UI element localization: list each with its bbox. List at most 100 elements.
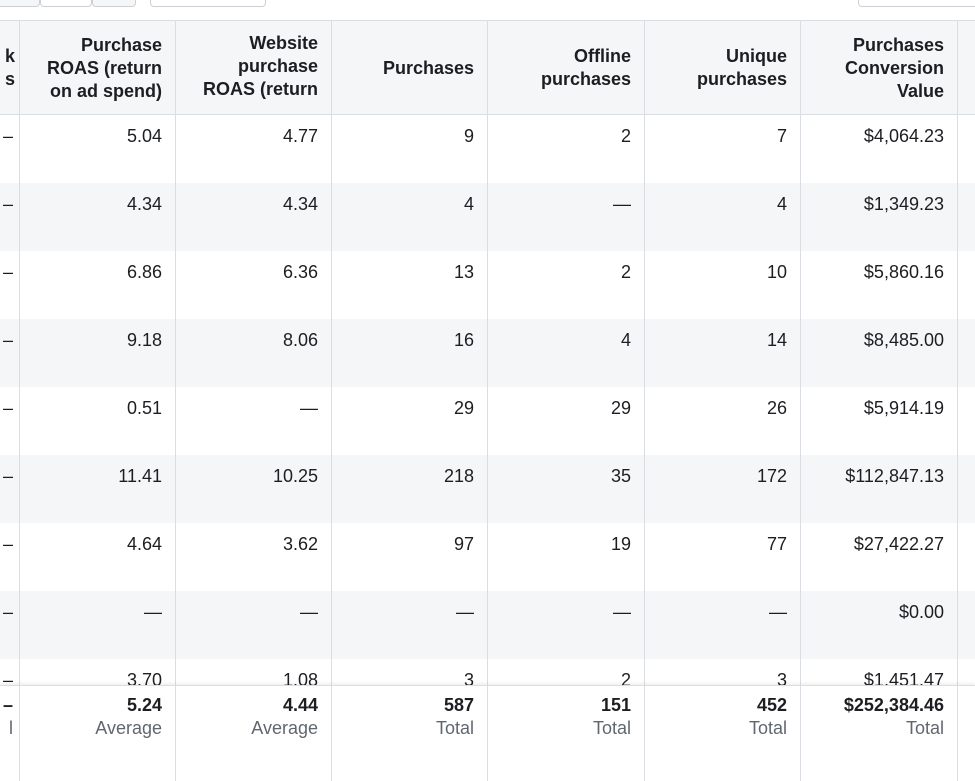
- cell-offline-purchases: —: [488, 183, 645, 251]
- footer-value: 587: [443, 695, 474, 715]
- footer-label: Average: [251, 718, 318, 738]
- cell-purchase-roas: 3.70: [20, 659, 176, 685]
- cell-website-purchase-roas: —: [176, 387, 332, 455]
- toolbar-dropdown[interactable]: [150, 0, 266, 7]
- cell-purchases-conversion-value: $4,064.23: [801, 115, 958, 183]
- cell-website-purchase-roas: 1.08: [176, 659, 332, 685]
- cell-partial: –: [0, 455, 20, 523]
- cell-partial: –: [0, 591, 20, 659]
- toolbar-button[interactable]: [40, 0, 92, 7]
- cell-next: [958, 387, 975, 455]
- cell-next: [958, 183, 975, 251]
- cell-purchase-roas: 4.64: [20, 523, 176, 591]
- cell-purchases: 13: [332, 251, 488, 319]
- footer-cell-website-purchase-roas: 4.44 Average: [176, 686, 332, 781]
- footer-cell-purchase-roas: 5.24 Average: [20, 686, 176, 781]
- cell-website-purchase-roas: —: [176, 591, 332, 659]
- cell-partial: –: [0, 659, 20, 685]
- cell-unique-purchases: 7: [645, 115, 801, 183]
- footer-cell-purchases: 587 Total: [332, 686, 488, 781]
- cell-website-purchase-roas: 10.25: [176, 455, 332, 523]
- footer-label: Total: [748, 718, 787, 738]
- cell-purchase-roas: 6.86: [20, 251, 176, 319]
- cell-website-purchase-roas: 4.77: [176, 115, 332, 183]
- cell-website-purchase-roas: 4.34: [176, 183, 332, 251]
- footer-label: Average: [95, 718, 162, 738]
- column-header-label: Website purchase ROAS (return: [202, 33, 318, 99]
- footer-label: l: [9, 718, 13, 738]
- column-header-purchases-conversion-value[interactable]: Purchases Conversion Value: [801, 21, 958, 115]
- cell-purchases: —: [332, 591, 488, 659]
- toolbar-button[interactable]: [0, 0, 40, 7]
- cell-next: [958, 115, 975, 183]
- footer-value: 5.24: [126, 695, 162, 715]
- footer-value: –: [2, 695, 13, 715]
- cell-purchases: 9: [332, 115, 488, 183]
- table-row[interactable]: –11.41 10.25 218 35 172 $112,847.13: [0, 455, 975, 523]
- table-footer-totals: – l 5.24 Average 4.44 Average 587 Total 151 Total…: [0, 685, 975, 781]
- table-body: –5.04 4.77 9 2 7 $4,064.23–4.34 4.34 4—4 $1,349.…: [0, 115, 975, 685]
- footer-value: $252,384.46: [843, 695, 944, 715]
- toolbar-dropdown[interactable]: [858, 0, 975, 7]
- cell-unique-purchases: 4: [645, 183, 801, 251]
- column-header-label: Unique purchases: [696, 46, 787, 89]
- column-header-label: Offline purchases: [540, 46, 631, 89]
- cell-offline-purchases: 2: [488, 659, 645, 685]
- column-header-label: Purchases: [382, 57, 474, 78]
- footer-cell-unique-purchases: 452 Total: [645, 686, 801, 781]
- column-header-label: k s: [4, 46, 15, 89]
- table-row[interactable]: – — — — — — $0.00: [0, 591, 975, 659]
- cell-next: [958, 455, 975, 523]
- cell-purchase-roas: —: [20, 591, 176, 659]
- cell-unique-purchases: —: [645, 591, 801, 659]
- cell-offline-purchases: —: [488, 591, 645, 659]
- table-row[interactable]: –0.51—29 29 26 $5,914.19: [0, 387, 975, 455]
- footer-cell-purchases-conversion-value: $252,384.46 Total: [801, 686, 958, 781]
- cell-offline-purchases: 19: [488, 523, 645, 591]
- column-header-purchase-roas[interactable]: Purchase ROAS (return on ad spend): [20, 21, 176, 115]
- cell-partial: –: [0, 251, 20, 319]
- table-row[interactable]: –5.04 4.77 9 2 7 $4,064.23: [0, 115, 975, 183]
- cell-partial: –: [0, 319, 20, 387]
- cell-website-purchase-roas: 3.62: [176, 523, 332, 591]
- cell-partial: –: [0, 183, 20, 251]
- column-header-website-purchase-roas[interactable]: Website purchase ROAS (return: [176, 21, 332, 115]
- column-header-next[interactable]: [958, 21, 975, 115]
- footer-value: 151: [600, 695, 631, 715]
- data-table: k s Purchase ROAS (return on ad spend) W…: [0, 20, 975, 781]
- table-row[interactable]: –4.34 4.34 4—4 $1,349.23: [0, 183, 975, 251]
- cell-purchases: 218: [332, 455, 488, 523]
- column-header-purchases[interactable]: Purchases: [332, 21, 488, 115]
- cell-next: [958, 659, 975, 685]
- cell-purchases: 3: [332, 659, 488, 685]
- column-header-offline-purchases[interactable]: Offline purchases: [488, 21, 645, 115]
- footer-value: 452: [756, 695, 787, 715]
- toolbar-button[interactable]: [92, 0, 136, 7]
- cell-purchases-conversion-value: $1,349.23: [801, 183, 958, 251]
- cell-unique-purchases: 77: [645, 523, 801, 591]
- cell-unique-purchases: 10: [645, 251, 801, 319]
- footer-label: Total: [592, 718, 631, 738]
- cell-purchases-conversion-value: $0.00: [801, 591, 958, 659]
- cell-unique-purchases: 3: [645, 659, 801, 685]
- cell-purchases-conversion-value: $1,451.47: [801, 659, 958, 685]
- toolbar: [0, 0, 975, 20]
- footer-cell-offline-purchases: 151 Total: [488, 686, 645, 781]
- footer-cell-partial: – l: [0, 686, 20, 781]
- cell-purchase-roas: 0.51: [20, 387, 176, 455]
- table-row[interactable]: –3.70 1.08 3 2 3 $1,451.47: [0, 659, 975, 685]
- cell-purchase-roas: 9.18: [20, 319, 176, 387]
- column-header-unique-purchases[interactable]: Unique purchases: [645, 21, 801, 115]
- column-header-label: Purchase ROAS (return on ad spend): [46, 34, 162, 101]
- column-header-partial[interactable]: k s: [0, 21, 20, 115]
- table-row[interactable]: –4.64 3.62 97 19 77 $27,422.27: [0, 523, 975, 591]
- cell-next: [958, 319, 975, 387]
- cell-offline-purchases: 29: [488, 387, 645, 455]
- cell-website-purchase-roas: 8.06: [176, 319, 332, 387]
- footer-value: 4.44: [282, 695, 318, 715]
- table-row[interactable]: –9.18 8.06 16 4 14 $8,485.00: [0, 319, 975, 387]
- table-row[interactable]: –6.86 6.36 13 2 10 $5,860.16: [0, 251, 975, 319]
- cell-partial: –: [0, 115, 20, 183]
- cell-purchases: 4: [332, 183, 488, 251]
- cell-purchases: 29: [332, 387, 488, 455]
